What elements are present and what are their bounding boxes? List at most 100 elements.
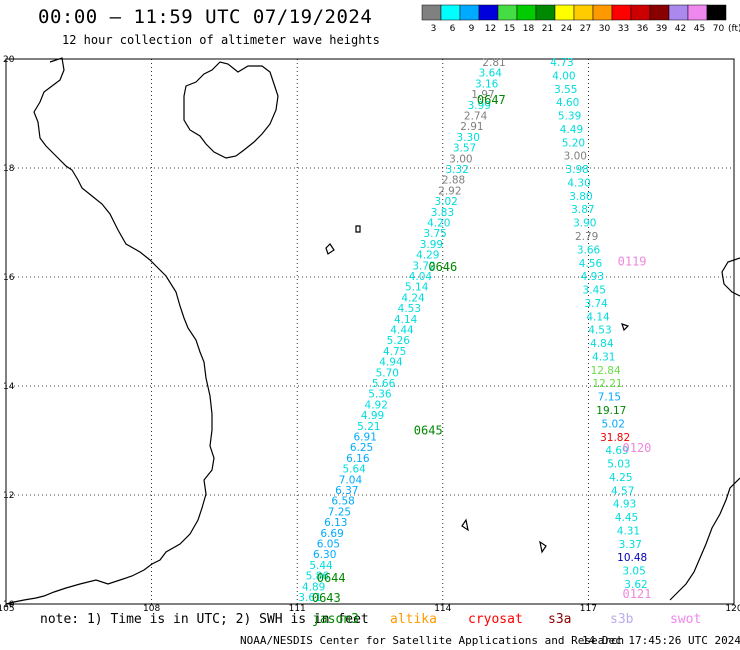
swh-value: 4.14 — [394, 314, 418, 326]
colorbar-label: 12 — [485, 24, 496, 34]
swh-value: 6.37 — [335, 485, 358, 497]
swh-value: 3.99 — [420, 239, 443, 251]
swh-value: 5.21 — [357, 421, 380, 433]
swh-value: 6.30 — [313, 549, 336, 561]
swh-value: 4.31 — [617, 525, 640, 537]
swh-value: 3.00 — [449, 153, 472, 165]
swh-value: 4.30 — [567, 177, 590, 189]
colorbar-label: 9 — [469, 24, 475, 34]
swh-value: 4.49 — [560, 124, 583, 136]
swh-value: 5.03 — [607, 459, 630, 471]
swh-value: 4.84 — [590, 338, 614, 350]
colorbar-swatch — [516, 4, 537, 21]
colorbar-label: 70 — [713, 24, 725, 34]
swh-value: 4.53 — [398, 303, 421, 315]
swh-value: 1.97 — [471, 89, 494, 101]
colorbar-swatch — [478, 4, 499, 21]
units-note: note: 1) Time is in UTC; 2) SWH is in fe… — [40, 612, 369, 627]
swh-value: 4.73 — [550, 57, 573, 69]
swh-value: 6.05 — [317, 539, 340, 551]
colorbar-label: 15 — [504, 24, 515, 34]
pass-time: 0645 — [414, 424, 443, 438]
lat-tick-label: 14 — [3, 382, 15, 392]
pass-time: 0643 — [312, 591, 341, 605]
swh-value: 3.80 — [569, 191, 592, 203]
coastline-reef-2 — [355, 225, 361, 233]
map-title: 00:00 – 11:59 UTC 07/19/2024 — [38, 6, 373, 28]
swh-value: 3.62 — [624, 579, 647, 591]
colorbar-label: 45 — [694, 24, 705, 34]
colorbar-swatch — [592, 4, 613, 21]
colorbar-label: 33 — [618, 24, 629, 34]
colorbar-unit: (ft) — [728, 24, 740, 34]
map-subtitle: 12 hour collection of altimeter wave hei… — [62, 33, 380, 47]
colorbar-label: 42 — [675, 24, 686, 34]
swh-value: 4.57 — [611, 485, 634, 497]
swh-value: 4.14 — [586, 311, 610, 323]
coastline-mainland — [5, 57, 215, 605]
swh-value: 3.32 — [446, 164, 469, 176]
generation-timestamp: 14 Dec 17:45:26 UTC 2024 — [582, 634, 740, 647]
swh-value: 4.31 — [592, 351, 615, 363]
swh-value: 19.17 — [596, 405, 626, 417]
swh-value: 4.29 — [416, 250, 439, 262]
swh-value: 3.55 — [554, 84, 577, 96]
satellite-legend-item: s3b — [610, 612, 634, 627]
colorbar-swatch — [459, 4, 480, 21]
colorbar-swatch — [687, 4, 708, 21]
swh-value: 2.79 — [575, 231, 598, 243]
swh-value: 6.69 — [320, 528, 343, 540]
track-a-values: 2.813.643.161.973.992.742.913.303.573.00… — [298, 57, 505, 604]
swh-value: 5.36 — [368, 389, 392, 401]
swh-value: 3.74 — [584, 298, 608, 310]
pass-time: 0120 — [622, 441, 651, 455]
pass-time-labels: 0647 0646 0645 0644 0643 0119 0120 0121 — [312, 93, 652, 605]
swh-value: 3.05 — [622, 566, 645, 578]
swh-value: 4.92 — [365, 399, 388, 411]
swh-value: 3.90 — [573, 218, 596, 230]
coastline-palawan — [669, 477, 740, 601]
swh-value: 3.87 — [571, 204, 594, 216]
swh-value: 4.75 — [383, 346, 406, 358]
coastline-reef-3 — [461, 518, 469, 532]
track-b-values: 4.734.00 3.554.60 5.394.495.20 3.003.984.30… — [550, 57, 647, 591]
colorbar-swatch — [668, 4, 689, 21]
colorbar-label: 6 — [450, 24, 456, 34]
coastline-luzon — [721, 257, 740, 297]
swh-value: 6.16 — [346, 453, 370, 465]
colorbar-swatch — [649, 4, 670, 21]
colorbar-swatch — [630, 4, 651, 21]
swh-value: 2.81 — [482, 57, 505, 69]
swh-value: 4.45 — [615, 512, 638, 524]
lon-tick-label: 108 — [143, 604, 160, 614]
pass-time: 0119 — [618, 255, 647, 269]
coastline — [5, 57, 740, 605]
swh-value: 5.39 — [558, 111, 581, 123]
lat-tick-label: 10 — [3, 600, 15, 610]
swh-value: 4.99 — [361, 410, 384, 422]
swh-value: 7.15 — [598, 392, 621, 404]
lon-tick-label: 105 — [0, 604, 15, 614]
colorbar-label: 30 — [599, 24, 611, 34]
swh-value: 2.74 — [464, 111, 488, 123]
swh-value: 3.61 — [298, 592, 321, 604]
swh-value: 3.02 — [434, 196, 457, 208]
satellite-legend-item: s3a — [548, 612, 572, 627]
swh-value: 4.20 — [427, 218, 450, 230]
colorbar-label: 21 — [542, 24, 553, 34]
lon-tick-label: 120 — [725, 604, 740, 614]
swh-value: 3.30 — [457, 132, 480, 144]
pass-time: 0646 — [428, 260, 457, 274]
axis-labels: 105 108 111 114 117 120 20 18 16 14 12 10 — [0, 55, 740, 614]
colorbar-swatch — [554, 4, 575, 21]
swh-value: 5.44 — [309, 560, 333, 572]
swh-value: 4.56 — [579, 258, 603, 270]
swh-value: 5.20 — [562, 137, 585, 149]
pass-time: 0647 — [477, 93, 506, 107]
swh-value: 4.94 — [379, 357, 403, 369]
swh-value: 4.04 — [409, 271, 433, 283]
swh-value: 4.53 — [588, 325, 611, 337]
swh-value: 6.25 — [350, 442, 373, 454]
colorbar-swatch — [497, 4, 518, 21]
